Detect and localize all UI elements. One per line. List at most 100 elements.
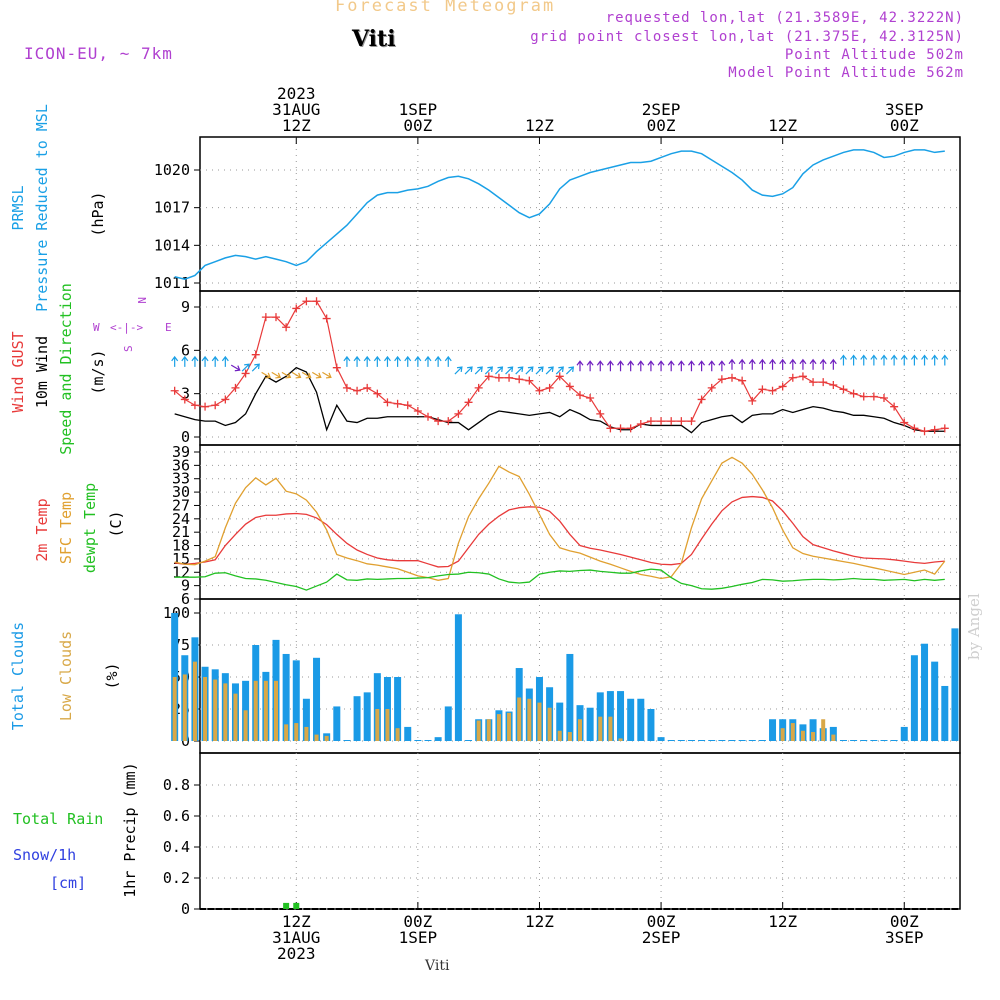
wind-arrow — [657, 360, 665, 372]
station-name: Viti — [352, 26, 396, 52]
gust-point — [211, 401, 220, 410]
total-cloud-bar — [921, 643, 929, 741]
wind-arrow — [545, 366, 554, 375]
low-cloud-bar — [172, 677, 177, 741]
gust-point — [768, 386, 777, 395]
total-cloud-bar — [910, 655, 918, 741]
gust-point — [707, 383, 716, 392]
gust-point — [515, 375, 524, 384]
top-time-label: 12Z — [282, 116, 311, 135]
wind-label: 10m Wind — [33, 336, 51, 408]
ytick-label: 0.4 — [163, 838, 190, 856]
low-cloud-bar — [557, 730, 562, 741]
low-cloud-bar — [527, 698, 532, 741]
low-cloud-bar — [507, 712, 512, 741]
wind-arrow — [414, 355, 422, 367]
gust-point — [464, 398, 473, 407]
gust-point — [444, 417, 453, 426]
wind-arrow — [667, 360, 675, 372]
low-cloud-bar — [598, 716, 603, 741]
bottom-time-label: 00Z — [403, 912, 432, 931]
total-cloud-bar — [738, 740, 746, 741]
gust-point — [636, 420, 645, 428]
wind-arrow — [789, 358, 797, 370]
wind-arrow — [748, 358, 756, 370]
low-cloud-bar — [253, 680, 258, 741]
low-cloud-bar — [304, 726, 309, 741]
wind-arrow — [343, 355, 351, 367]
panel-precip: 0 0.2 0.4 0.6 0.8 — [163, 752, 961, 918]
low-cloud-bar — [314, 734, 319, 741]
point-altitude: Point Altitude 502m — [784, 47, 964, 63]
total-cloud-bar — [698, 740, 706, 741]
wind-arrow — [353, 355, 361, 367]
gust-point — [201, 402, 210, 411]
tsfc-label: SFC Temp — [57, 492, 75, 564]
total-cloud-bar — [424, 740, 432, 741]
ytick-label: 36 — [172, 456, 190, 474]
gust-point — [849, 389, 858, 398]
wind-arrow — [444, 355, 452, 367]
gust-point — [474, 383, 483, 392]
low-cloud-bar — [375, 709, 380, 741]
total-cloud-bar — [343, 740, 351, 741]
low-cloud-bar — [800, 730, 805, 741]
wind-arrow — [627, 360, 635, 372]
low-cloud-bar — [496, 714, 501, 741]
wind-unit: (m/s) — [89, 349, 107, 394]
top-time-label: 12Z — [525, 116, 554, 135]
low-cloud-bar — [831, 734, 836, 741]
wind-arrow — [301, 371, 312, 379]
gust-point — [332, 363, 341, 372]
total-cloud-bar — [617, 691, 625, 741]
total-cloud-bar — [941, 685, 949, 741]
wind-arrow — [758, 358, 766, 370]
gust-point — [190, 401, 199, 410]
total-cloud-bar — [414, 740, 422, 741]
panel-pressure: 1011 1014 1017 1020 — [154, 136, 961, 292]
ytick-label: 1011 — [154, 274, 190, 292]
ytick-label: 18 — [172, 537, 190, 555]
wind-arrow — [424, 355, 432, 367]
bottom-time-label: 2023 — [277, 944, 316, 963]
wind-arrow — [322, 371, 332, 379]
ytick-label: 21 — [172, 523, 190, 541]
gust-point — [809, 378, 818, 387]
wind-arrow — [555, 366, 564, 375]
total-cloud-bar — [353, 696, 361, 741]
footer-station: Viti — [425, 958, 450, 974]
total-cloud-bar — [313, 657, 321, 741]
low-cloud-bar — [192, 661, 197, 741]
pressure-unit: (hPa) — [89, 191, 107, 236]
model-label: ICON-EU, ~ 7km — [24, 44, 173, 63]
snow-unit: [cm] — [50, 874, 86, 892]
total-cloud-bar — [870, 740, 878, 741]
low-cloud-bar — [274, 680, 278, 741]
total-cloud-bar — [657, 737, 665, 741]
gust-point — [880, 394, 888, 402]
bottom-time-label: 12Z — [525, 912, 554, 931]
gust-point — [798, 372, 807, 381]
total-cloud-bar — [647, 709, 655, 741]
low-cloud-bar — [395, 728, 400, 741]
gust-point — [717, 375, 726, 384]
gust-point — [819, 378, 828, 387]
total-cloud-bar — [394, 677, 402, 741]
gust-point — [180, 395, 189, 404]
wind-arrow — [769, 358, 777, 370]
compass-s: S — [122, 345, 135, 352]
low-cloud-bar — [608, 716, 613, 741]
total-cloud-bar — [566, 653, 574, 741]
total-cloud-bar — [677, 740, 685, 741]
wind-arrow — [677, 360, 685, 372]
low-cloud-bar — [578, 719, 582, 741]
wind-arrow — [281, 371, 292, 379]
wind-arrow — [394, 355, 402, 367]
gust-point — [616, 424, 625, 433]
chart-title: Forecast Meteogram — [335, 0, 556, 16]
gust-point — [869, 392, 878, 401]
wind-arrow — [230, 364, 241, 372]
low-cloud-bar — [182, 674, 187, 741]
gust-point — [788, 373, 797, 382]
